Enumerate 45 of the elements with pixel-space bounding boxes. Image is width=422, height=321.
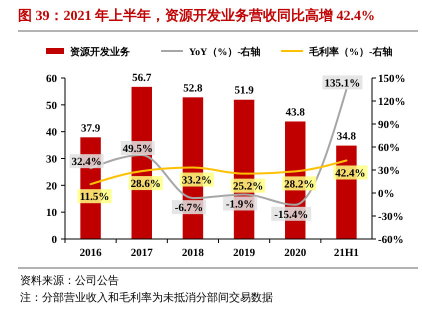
text: 注：分部营业收入和毛利率为未抵消分部间交易数据: [20, 291, 273, 304]
data-label: 51.9: [234, 84, 254, 97]
data-label: -15.4%: [274, 208, 308, 221]
y-tick-label: 0: [52, 234, 58, 246]
data-label: 25.2%: [232, 180, 264, 193]
y2-tick-label: 150%: [378, 73, 406, 85]
x-tick-label: 2019: [233, 247, 256, 259]
y-tick-label: 40: [46, 126, 58, 139]
data-label: 28.6%: [130, 178, 161, 190]
legend-label: YoY（%）-右轴: [189, 46, 261, 58]
y-tick-label: 20: [46, 180, 58, 192]
y2-tick-label: -30%: [378, 211, 404, 223]
y2-tick-label: 90%: [378, 119, 400, 131]
data-label: 32.4%: [71, 156, 102, 168]
chart-title: 图 39：2021 年上半年，资源开发业务营收同比高增 42.4%: [18, 7, 375, 24]
text: 资料来源：公司公告: [20, 274, 119, 287]
data-label: 52.8: [183, 82, 204, 94]
x-tick-label: 21H1: [334, 247, 359, 259]
data-label: -1.9%: [226, 198, 254, 210]
data-label: 37.9: [80, 122, 101, 134]
data-label: 56.7: [132, 72, 152, 84]
y2-tick-label: 60%: [378, 142, 400, 154]
data-label: 43.8: [286, 106, 306, 118]
y2-tick-label: 30%: [378, 165, 400, 177]
x-tick-label: 2017: [130, 247, 154, 259]
data-label: 33.2%: [182, 174, 212, 187]
y2-tick-label: -60%: [378, 234, 404, 246]
x-tick-label: 2020: [284, 247, 307, 259]
y2-tick-label: 0%: [378, 188, 394, 200]
y-tick-label: 60: [46, 73, 58, 85]
data-label: 135.1%: [324, 77, 360, 90]
y2-tick-label: 120%: [378, 96, 406, 108]
data-label: 42.4%: [335, 167, 366, 180]
y-tick-label: 10: [46, 207, 58, 220]
legend-label: 毛利率（%）-右轴: [308, 46, 392, 58]
data-label: 49.5%: [122, 143, 153, 156]
data-label: 34.8: [336, 130, 357, 143]
data-label: 11.5%: [80, 191, 110, 204]
x-tick-label: 2018: [182, 247, 204, 259]
legend-label: 资源开发业务: [70, 46, 130, 58]
y-tick-label: 50: [46, 100, 58, 112]
data-label: -6.7%: [174, 202, 204, 214]
y-tick-label: 30: [46, 154, 58, 166]
x-tick-label: 2016: [80, 247, 102, 259]
data-label: 28.2%: [284, 178, 314, 190]
